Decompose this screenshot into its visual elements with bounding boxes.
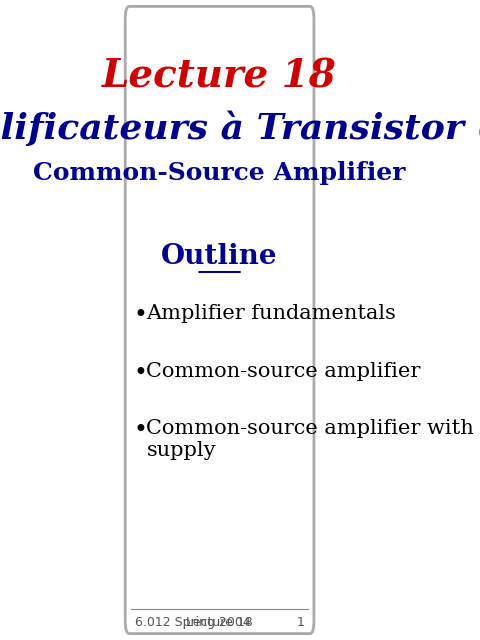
Text: •: • xyxy=(134,419,147,442)
Text: Lecture 18: Lecture 18 xyxy=(102,58,337,96)
Text: Common-source amplifier with current-source
supply: Common-source amplifier with current-sou… xyxy=(146,419,480,460)
Text: Lecture 18: Lecture 18 xyxy=(186,616,253,628)
Text: Common-Source Amplifier: Common-Source Amplifier xyxy=(34,161,406,185)
Text: Common-source amplifier: Common-source amplifier xyxy=(146,362,421,381)
Text: Outline: Outline xyxy=(161,243,278,269)
Text: •: • xyxy=(134,362,147,385)
FancyBboxPatch shape xyxy=(125,6,314,634)
Text: 1: 1 xyxy=(297,616,304,628)
Text: 6.012 Spring 2004: 6.012 Spring 2004 xyxy=(135,616,251,628)
Text: Amplificateurs à Transistor (I): Amplificateurs à Transistor (I) xyxy=(0,110,480,146)
Text: Amplifier fundamentals: Amplifier fundamentals xyxy=(146,304,396,323)
Text: •: • xyxy=(134,304,147,327)
